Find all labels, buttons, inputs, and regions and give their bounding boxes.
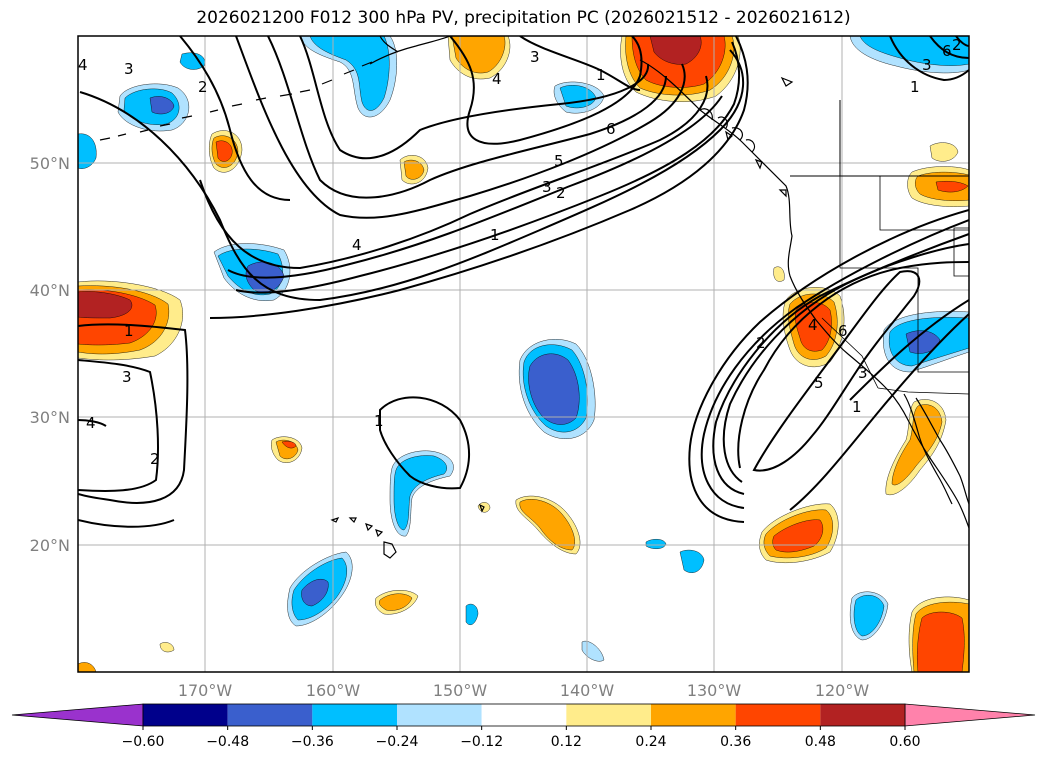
precip-anomaly-region [649,36,702,65]
contour-label: 4 [78,56,88,74]
colorbar-tick-label: −0.48 [206,734,249,750]
contour-label: 3 [124,60,134,78]
precip-anomaly-region [215,140,233,162]
colorbar-segment [735,704,821,726]
precip-anomaly-region [281,441,297,449]
contour-label: 3 [922,56,932,74]
contour-label: 2 [556,184,566,202]
contour-label: 3 [530,48,540,66]
lat-label: 30°N [30,408,70,427]
map-title: 2026021200 F012 300 hPa PV, precipitatio… [196,8,851,28]
contour-label: 3 [858,364,868,382]
precip-anomaly-region [379,593,413,611]
contour-label: 2 [756,334,766,352]
precip-anomaly-region [519,499,575,551]
contour-label: 1 [596,66,606,84]
lon-label: 120°W [815,681,870,700]
colorbar-tick-label: 0.36 [720,734,751,750]
colorbar-segment [481,704,567,726]
precip-anomaly-region [917,611,965,672]
contour-label: 6 [942,42,952,60]
colorbar-extend-low [11,703,144,727]
contour-label: 1 [124,322,134,340]
colorbar-tick-label: 0.24 [635,734,666,750]
precip-anomaly-region [853,595,885,637]
contour-label: 5 [814,374,824,392]
lon-label: 150°W [433,681,488,700]
colorbar-frame [142,703,906,727]
precip-anomaly-region [679,549,705,573]
lat-label: 50°N [30,154,70,173]
precip-anomaly-region [929,142,959,162]
colorbar-segment [397,704,482,726]
precip-anomaly-region [78,133,97,169]
precip-anomaly-region [403,159,425,180]
precip-anomaly-region [309,36,390,111]
precip-anomaly-region [645,539,667,549]
colorbar-tick-label: −0.24 [376,734,419,750]
lon-label: 140°W [560,681,615,700]
colorbar-segment [651,704,736,726]
colorbar-tick-label: −0.60 [122,734,165,750]
precip-anomaly-region [772,519,824,553]
precip-anomaly-region [773,266,785,282]
map-frame [77,35,970,673]
precip-anomaly-region [301,579,329,607]
colorbar-segment [312,704,397,726]
graticule [78,36,969,672]
colorbar-tick-label: −0.36 [291,734,334,750]
precip-anomaly-region [465,603,479,625]
contour-label: 1 [490,226,500,244]
precip-anomaly-region [935,181,969,193]
colorbar-tick-label: 0.60 [889,734,920,750]
precip-anomaly-region [451,36,506,74]
contour-label: 2 [952,36,962,54]
contour-label: 4 [352,236,362,254]
lon-label: 130°W [687,681,742,700]
colorbar-segment [227,704,313,726]
precip-anomaly-region [149,96,175,115]
lat-label: 40°N [30,281,70,300]
precip-anomaly-region [78,662,97,672]
contour-label: 4 [86,414,96,432]
contour-label: 6 [838,322,848,340]
latitude-labels: 50°N 40°N 30°N 20°N [30,154,70,555]
pv-contours [78,36,969,528]
precip-anomaly-region [528,353,580,425]
contour-label: 4 [808,316,818,334]
lon-label: 160°W [306,681,361,700]
colorbar-segment [143,704,228,726]
lat-label: 20°N [30,536,70,555]
colorbar-tick-label: −0.12 [460,734,503,750]
contour-label: 1 [852,398,862,416]
colorbar-segment [566,704,651,726]
contour-label: 4 [492,70,502,88]
contour-label: 6 [606,120,616,138]
contour-labels: 3 2 4 3 4 1 6 5 3 2 1 4 1 3 4 2 1 2 4 5 … [78,36,962,468]
contour-label: 2 [198,78,208,96]
precip-anomaly-region [891,404,943,486]
colorbar: −0.60 −0.48 −0.36 −0.24 −0.12 0.12 0.24 0.36 0.4… [11,703,1036,750]
contour-label: 1 [910,78,920,96]
contour-label: 1 [374,412,384,430]
contour-label: 2 [150,450,160,468]
colorbar-segment [820,704,905,726]
colorbar-tick-label: 0.12 [551,734,582,750]
colorbar-tick-label: 0.48 [805,734,836,750]
precip-anomaly-region [78,291,133,319]
contour-label: 3 [122,368,132,386]
colorbar-extend-high [904,703,1036,727]
contour-label: 5 [554,152,564,170]
contour-label: 3 [542,178,552,196]
longitude-labels: 170°W 160°W 150°W 140°W 130°W 120°W [178,681,870,700]
precip-anomaly-region [159,642,175,653]
lon-label: 170°W [178,681,233,700]
